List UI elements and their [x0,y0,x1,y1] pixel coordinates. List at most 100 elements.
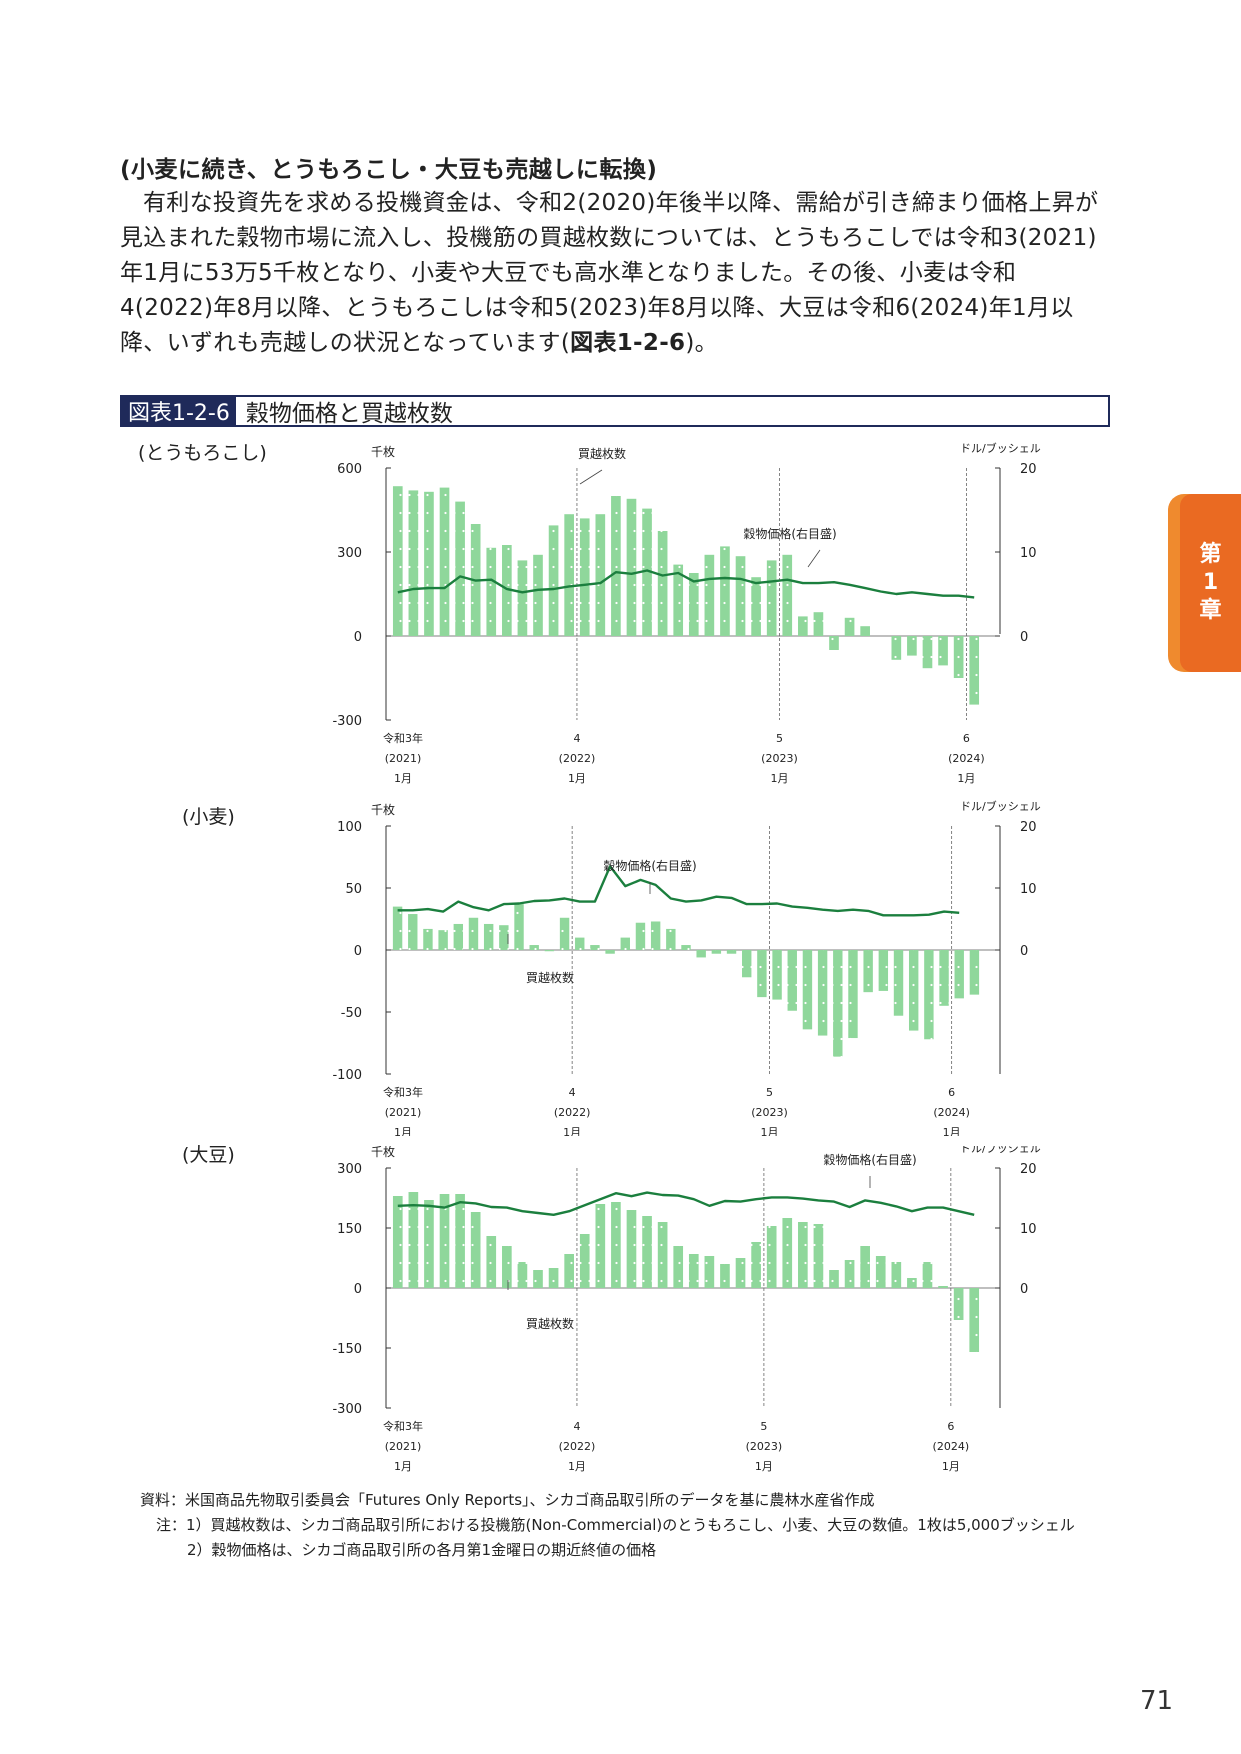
chapter-tab-char-1: 第 [1199,542,1222,567]
bar [688,1254,699,1288]
bar [681,945,691,950]
x-tick-label: 1月 [568,1460,586,1473]
x-tick-label: 1月 [394,1126,412,1136]
bar [470,1212,481,1288]
bar [529,945,539,950]
bar [657,1222,668,1288]
bar [564,514,574,636]
left-tick-label: 100 [337,820,362,835]
left-tick-label: 300 [337,1162,362,1177]
bar-annotation: 買越枚数 [526,1316,574,1331]
right-tick-label: 0 [1020,944,1028,959]
bar [720,1264,730,1288]
x-tick-label: 5 [766,1086,773,1099]
x-tick-label: 6 [947,1420,954,1433]
x-tick-label: 1月 [568,772,586,785]
right-tick-label: 20 [1020,462,1037,477]
bar [502,545,512,636]
x-tick-label: 4 [569,1086,576,1099]
bar [657,531,668,636]
price-line [397,569,975,599]
x-tick-label: 令和3年 [383,1085,423,1099]
left-tick-label: 0 [354,1282,362,1297]
bar [626,498,637,636]
bar [499,925,509,950]
bar [969,1288,980,1352]
x-tick-label: (2022) [559,1440,596,1453]
bar [688,573,699,636]
chapter-tab-char-2: 1 [1202,570,1219,595]
bar [424,491,434,636]
bar [953,636,964,678]
bar [938,1286,948,1288]
bar [782,1218,793,1288]
price-line [397,865,960,917]
bar [751,1242,761,1288]
bar [844,1260,855,1288]
figure-title: 穀物価格と買越枚数 [245,401,453,427]
x-tick-label: (2021) [385,1106,422,1119]
body-paragraph: 有利な投資先を求める投機資金は、令和2(2020)年後半以降、需給が引き締まり価… [120,186,1105,361]
left-tick-label: -300 [332,1402,362,1417]
x-tick-label: (2023) [746,1440,783,1453]
body-text-before: 有利な投資先を求める投機資金は、令和2(2020)年後半以降、需給が引き締まり価… [120,190,1099,356]
right-tick-label: 20 [1020,820,1037,835]
figure-title-bar: 図表1-2-6 穀物価格と買越枚数 [120,395,1110,427]
bar [642,1216,652,1288]
bar-annotation: 買越枚数 [526,970,574,985]
bar [726,950,737,954]
bar [626,1210,637,1288]
left-tick-label: 0 [354,630,362,645]
bar [673,564,684,636]
bar [969,636,980,705]
right-tick-label: 10 [1020,546,1037,561]
page-number: 71 [1140,1686,1174,1716]
x-tick-label: 1月 [394,1460,412,1473]
x-tick-label: 1月 [394,772,412,785]
bar-annotation-leader [579,469,603,485]
left-unit-label: 千枚 [371,444,395,459]
bar [595,514,606,636]
x-tick-label: (2021) [385,1440,422,1453]
bar [817,950,828,1036]
x-tick-label: 6 [948,1086,955,1099]
x-tick-label: 5 [776,732,783,745]
bar [579,518,590,636]
x-tick-label: 1月 [942,1460,960,1473]
bar [453,923,464,950]
x-tick-label: 5 [760,1420,767,1433]
bar [605,950,615,954]
line-annotation: 穀物価格(右目盛) [823,1152,916,1167]
bar [392,906,403,950]
line-annotation-leader [807,549,821,568]
bar [696,950,706,958]
bar [514,904,524,950]
price-line [397,1191,975,1217]
bar [893,950,904,1016]
x-tick-label: (2021) [385,752,422,765]
bar [875,1256,886,1288]
bar [766,560,777,636]
x-tick-label: (2024) [933,1106,970,1119]
figure-number: 図表1-2-6 [122,397,236,426]
x-tick-label: 1月 [770,772,788,785]
right-unit-label: ドル/ブッシェル [960,1146,1041,1155]
bar [863,950,873,993]
bar [829,636,839,650]
bar [635,922,646,950]
bar [486,547,497,636]
right-unit-label: ドル/ブッシェル [960,799,1041,813]
bar [891,636,902,660]
bar [455,501,465,636]
bar [559,917,570,950]
bar [878,950,889,991]
bar [517,1262,528,1288]
line-annotation: 穀物価格(右目盛) [603,858,696,873]
x-tick-label: (2024) [933,1440,970,1453]
bar [735,556,746,636]
bar [533,554,543,636]
bar [424,1200,434,1288]
bar [813,1224,824,1288]
